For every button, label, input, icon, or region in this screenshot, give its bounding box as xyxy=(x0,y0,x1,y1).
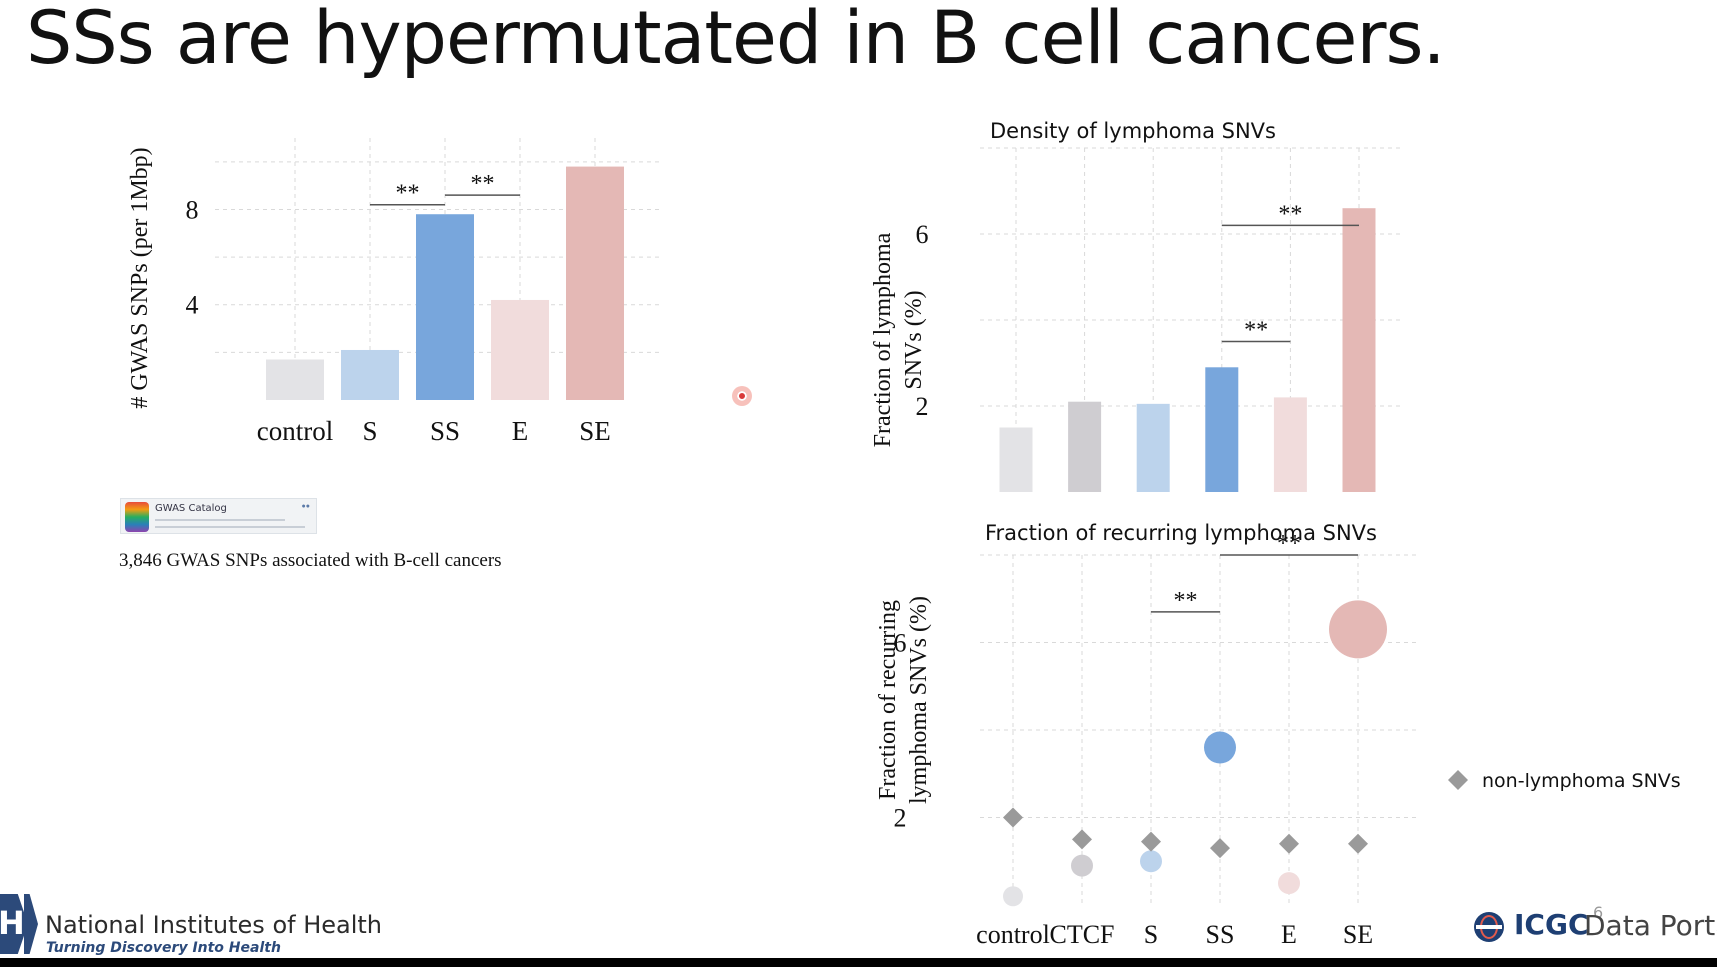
bar-ss xyxy=(1205,367,1239,492)
significance-label: ** xyxy=(1278,201,1302,227)
chart-title: Fraction of recurring lymphoma SNVs xyxy=(985,521,1377,545)
gwas-catalog-badge-icon: ●● xyxy=(301,503,310,510)
x-tick-label: SE xyxy=(1343,920,1373,949)
gwas-catalog-name: GWAS Catalog xyxy=(155,503,227,514)
x-tick-label: SS xyxy=(430,416,460,446)
diamond-point-e xyxy=(1279,833,1299,854)
significance-label: ** xyxy=(1244,318,1268,344)
x-tick-label: SE xyxy=(579,416,611,446)
significance-label: ** xyxy=(1277,531,1301,557)
significance-label: ** xyxy=(1174,588,1198,614)
x-tick-label: S xyxy=(1144,920,1158,949)
gwas-caption: 3,846 GWAS SNPs associated with B-cell c… xyxy=(119,550,502,571)
point-e xyxy=(1278,872,1300,895)
y-axis-label: Fraction of lymphoma SNVs (%) xyxy=(870,232,927,447)
recurring-scatter-chart: Fraction of recurring lymphoma SNVs Fract… xyxy=(875,521,1681,949)
significance-label: ** xyxy=(396,181,420,207)
nih-name: National Institutes of Health xyxy=(45,911,383,939)
legend-diamond-icon xyxy=(1448,770,1468,790)
bar-control xyxy=(999,427,1033,492)
bar-ss xyxy=(416,214,474,400)
icgc-brand: ICGC xyxy=(1514,908,1589,941)
diamond-point-s xyxy=(1141,831,1161,852)
diamond-point-ctcf xyxy=(1072,829,1092,850)
y-tick-label: 6 xyxy=(916,220,929,249)
x-tick-label: S xyxy=(362,416,377,446)
diamond-point-ss xyxy=(1210,838,1230,859)
y-tick-label: 8 xyxy=(186,195,199,224)
x-tick-label: CTCF xyxy=(1049,920,1114,949)
bar-s xyxy=(1136,403,1170,492)
x-tick-label: SS xyxy=(1206,920,1235,949)
bar-e xyxy=(1273,397,1307,492)
diamond-point-control xyxy=(1003,807,1023,828)
point-se xyxy=(1329,600,1387,659)
icgc-globe-icon xyxy=(1474,912,1504,942)
significance-label: ** xyxy=(471,171,495,197)
pointer-cursor-icon xyxy=(732,386,752,406)
legend-label: non-lymphoma SNVs xyxy=(1482,770,1681,792)
density-bar-chart: Density of lymphoma SNVs Fraction of lymp… xyxy=(870,119,1400,492)
bar-control xyxy=(266,359,324,400)
bar-ctcf xyxy=(1068,401,1102,492)
bar-se xyxy=(566,166,624,400)
y-tick-label: 4 xyxy=(186,291,199,320)
bottom-bar xyxy=(0,958,1717,967)
x-tick-label: control xyxy=(257,416,333,446)
page-number: 6 xyxy=(1593,903,1604,922)
x-tick-label: E xyxy=(1281,920,1297,949)
bar-e xyxy=(491,299,549,400)
x-tick-label: E xyxy=(512,416,529,446)
point-control xyxy=(1003,886,1023,907)
point-ctcf xyxy=(1071,854,1093,877)
point-s xyxy=(1140,850,1162,873)
gwas-catalog-icon xyxy=(125,502,149,532)
diamond-point-se xyxy=(1348,833,1368,854)
y-axis-label: Fraction of recurring lymphoma SNVs (%) xyxy=(875,596,932,804)
nih-tagline: Turning Discovery Into Health xyxy=(46,940,281,956)
y-tick-label: 6 xyxy=(894,629,907,658)
icgc-logo: ICGC Data Portal xyxy=(1474,906,1717,946)
point-ss xyxy=(1204,731,1236,764)
bar-s xyxy=(341,349,399,400)
bar-se xyxy=(1342,208,1376,492)
nih-logo: H National Institutes of Health Turning … xyxy=(0,888,382,958)
slide-title: SSs are hypermutated in B cell cancers. xyxy=(26,0,1446,81)
y-tick-label: 2 xyxy=(916,392,929,421)
x-tick-label: control xyxy=(976,920,1050,949)
y-tick-label: 2 xyxy=(894,804,907,833)
icgc-portal-text: Data Portal xyxy=(1584,909,1717,942)
gwas-catalog-logo: GWAS Catalog ●● xyxy=(120,498,317,534)
chart-title: Density of lymphoma SNVs xyxy=(990,119,1276,143)
y-axis-label: # GWAS SNPs (per 1Mbp) xyxy=(127,147,153,408)
